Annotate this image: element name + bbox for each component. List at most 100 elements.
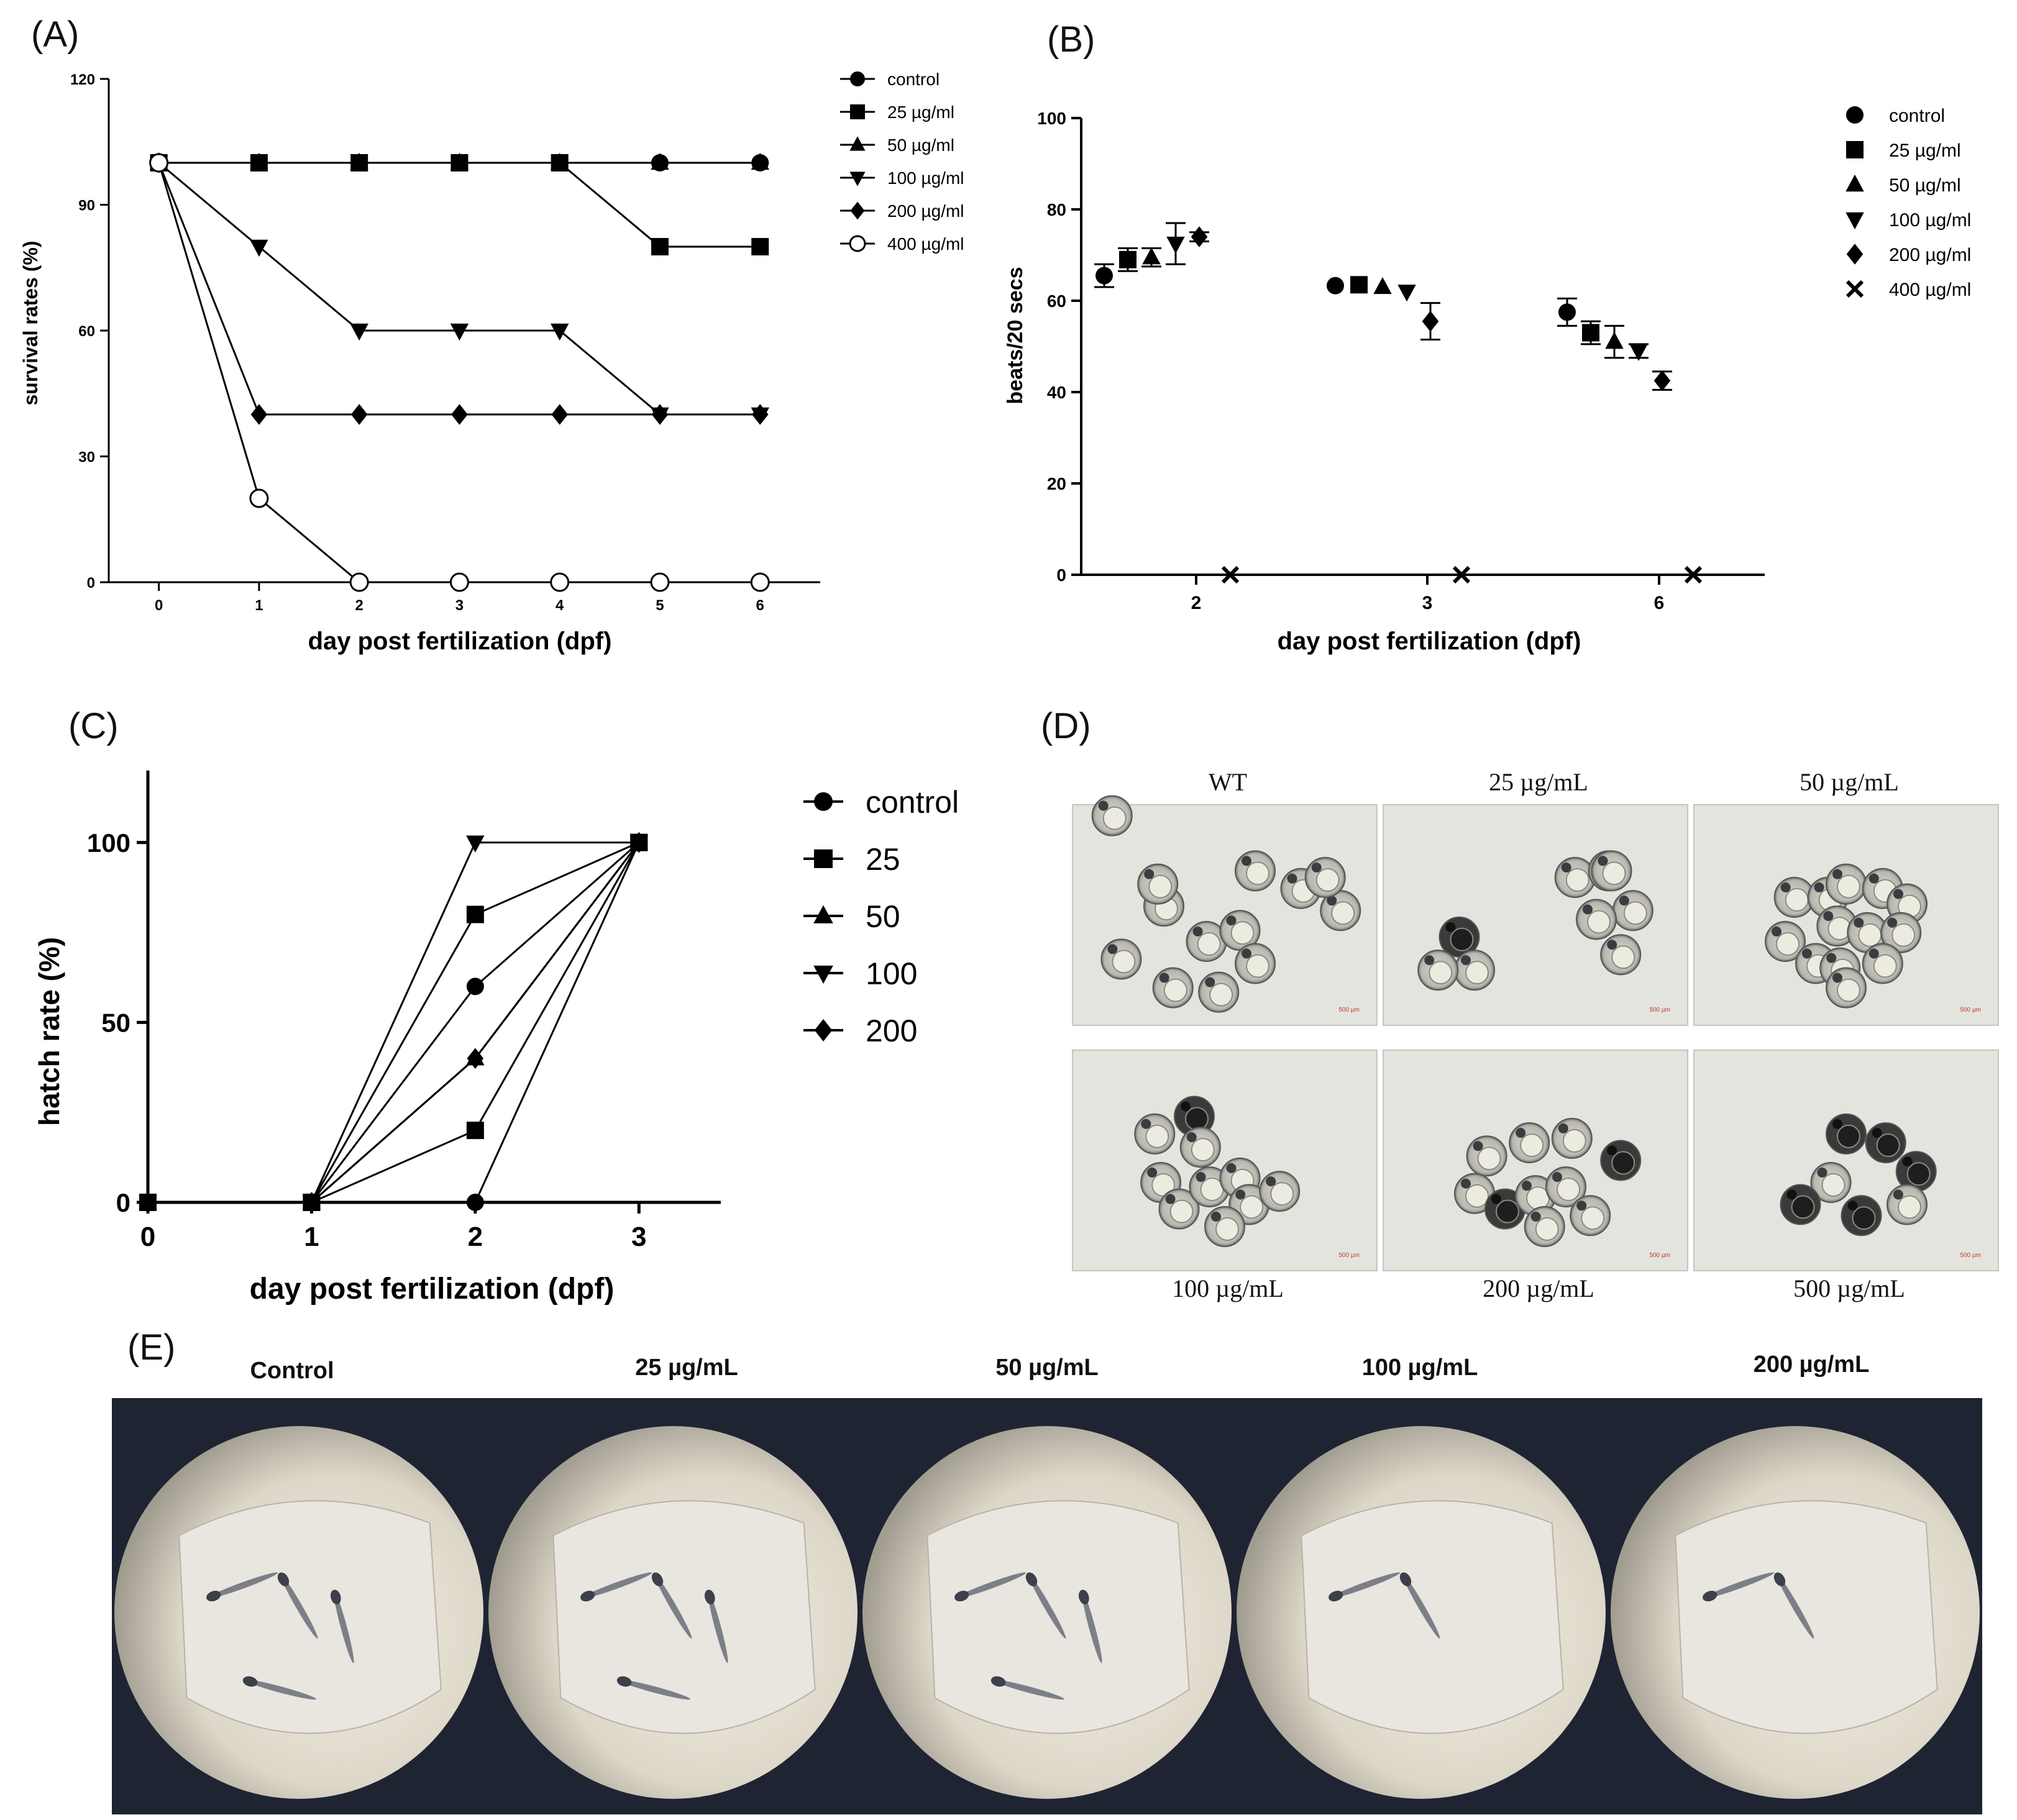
chart-a-survival: 0 30 60 90 120 0 1 2 3 4 5 6 control 25 µg/ml 50 µg/ml… — [19, 70, 964, 655]
panel-a-label: (A) — [31, 14, 80, 55]
egg-embryo-head — [1461, 955, 1471, 966]
larva-body — [1081, 1591, 1102, 1663]
micrograph-caption-25: 25 µg/mL — [1489, 768, 1588, 796]
larva-photo — [1608, 1398, 1982, 1814]
chart-c-point — [466, 1122, 484, 1140]
larva-body — [582, 1572, 652, 1599]
larva-photo — [486, 1398, 860, 1814]
chart-b-legend-marker — [1845, 280, 1864, 298]
larva-head — [277, 1572, 290, 1586]
larva-body — [992, 1679, 1064, 1700]
larva-photo-strip — [112, 1398, 1982, 1814]
panel-b-label: (B) — [1047, 19, 1095, 60]
larva-body — [1402, 1573, 1440, 1639]
egg-embryo-head — [1832, 869, 1842, 879]
larva-body — [1028, 1573, 1066, 1639]
larva-head — [242, 1676, 258, 1687]
chart-c-point — [466, 835, 485, 853]
egg-embryo-head — [1144, 869, 1155, 879]
egg-yolk — [1465, 1184, 1489, 1208]
chart-a-x-tick-label: 2 — [355, 597, 363, 614]
egg-embryo-head — [1235, 1189, 1246, 1200]
chart-a-point — [551, 404, 569, 425]
chart-c-legend-label: 25 — [866, 842, 900, 877]
larva — [990, 1676, 1064, 1700]
egg-embryo-head — [1226, 915, 1237, 926]
egg-yolk — [1102, 806, 1127, 830]
egg-yolk — [1163, 978, 1187, 1002]
chart-a-legend-label: 200 µg/ml — [887, 201, 964, 221]
egg-yolk — [1876, 1133, 1900, 1158]
egg-embryo-head — [1607, 1145, 1617, 1156]
larva-head — [1703, 1591, 1717, 1602]
panel-d-label: (D) — [1041, 706, 1091, 746]
egg-yolk — [1112, 949, 1136, 974]
chart-b-point — [1452, 565, 1471, 584]
chart-b-legend-label: 200 µg/ml — [1889, 245, 1971, 265]
chart-a-point — [250, 404, 268, 425]
larva-medium — [552, 1500, 816, 1734]
larva — [704, 1589, 728, 1663]
larva-head — [616, 1676, 632, 1687]
egg-yolk — [1270, 1182, 1294, 1206]
chart-b-point — [1119, 250, 1137, 268]
chart-a-point — [751, 152, 769, 170]
egg-embryo-head — [1287, 873, 1297, 884]
chart-c-legend-marker — [813, 905, 833, 923]
chart-a-legend-marker — [850, 104, 865, 119]
egg-embryo-head — [1226, 1163, 1237, 1173]
egg-yolk — [1148, 874, 1173, 899]
chart-a-legend-label: control — [887, 70, 940, 89]
larva-head — [990, 1676, 1006, 1687]
egg-embryo-head — [1186, 1132, 1197, 1143]
egg-yolk — [1587, 910, 1611, 934]
egg-yolk — [1496, 1199, 1519, 1223]
larva — [954, 1572, 1027, 1602]
chart-c-ylabel: hatch rate (%) — [33, 937, 65, 1126]
egg-yolk — [1520, 1133, 1544, 1158]
egg-embryo-head — [1826, 953, 1837, 963]
chart-a-point — [551, 323, 569, 341]
egg-yolk — [1898, 1195, 1921, 1219]
larva — [206, 1572, 278, 1602]
chart-a-point — [451, 404, 468, 425]
egg-embryo-head — [1491, 1194, 1501, 1204]
chart-a-y-tick-label: 120 — [70, 71, 95, 88]
larva-medium — [1301, 1500, 1564, 1734]
micrograph-scale-label: 500 µm — [1960, 1007, 1981, 1013]
egg-yolk — [1246, 861, 1269, 885]
micrograph-caption-200: 200 µg/mL — [1483, 1274, 1594, 1302]
egg-embryo-head — [1817, 1168, 1827, 1178]
egg-yolk — [1315, 868, 1340, 892]
chart-a-x-tick-label: 3 — [455, 597, 464, 614]
larva-caption-control: Control — [250, 1358, 334, 1384]
egg-yolk — [1891, 923, 1916, 947]
chart-b-xlabel: day post fertilization (dpf) — [1278, 628, 1581, 655]
chart-c-point — [303, 1194, 321, 1211]
egg-embryo-head — [1832, 972, 1842, 983]
egg-embryo-head — [1887, 917, 1898, 928]
egg-yolk — [1477, 1146, 1501, 1171]
egg-embryo-head — [1607, 940, 1617, 950]
egg-embryo-head — [1266, 1176, 1276, 1187]
egg-embryo-head — [1205, 977, 1215, 987]
chart-a-point — [250, 152, 268, 170]
chart-b-ylabel: beats/20 secs — [1004, 267, 1027, 404]
egg-embryo-head — [1847, 1200, 1858, 1211]
larva-medium — [1675, 1500, 1938, 1734]
larva-body — [1776, 1573, 1814, 1639]
larva-body — [208, 1572, 278, 1599]
egg-embryo-head — [1802, 948, 1812, 959]
larva-caption-100: 100 µg/mL — [1361, 1355, 1478, 1381]
egg-yolk — [1602, 861, 1626, 885]
egg-yolk — [1565, 868, 1589, 892]
chart-a-series-line — [158, 162, 761, 248]
chart-a-series-line — [158, 162, 761, 416]
egg-embryo-head — [1561, 862, 1571, 873]
larva-head — [330, 1589, 341, 1604]
chart-b-legend-label: 25 µg/ml — [1889, 140, 1961, 161]
egg-embryo-head — [1242, 856, 1251, 866]
chart-c-y-tick-label: 100 — [87, 828, 130, 857]
egg-yolk — [1557, 1178, 1580, 1202]
chart-c-point — [466, 977, 484, 995]
